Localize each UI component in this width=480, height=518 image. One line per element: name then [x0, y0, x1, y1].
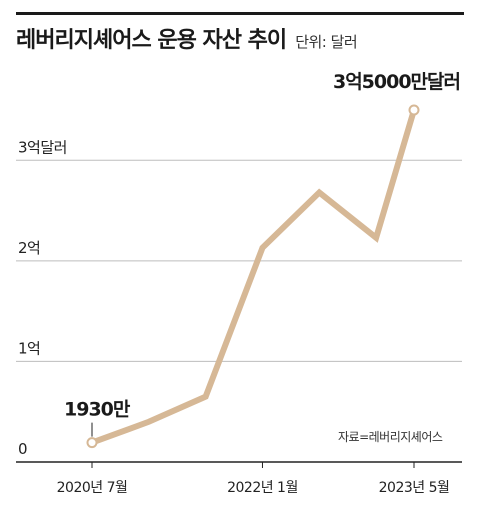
y-tick-label: 1억: [18, 339, 40, 357]
title-rule: [16, 12, 464, 15]
x-tick-label: 2023년 5월: [379, 480, 450, 496]
annotation-label: 1930만: [64, 399, 131, 421]
series-line: [90, 109, 417, 446]
y-tick-label: 2억: [18, 239, 40, 257]
unit-label: 단위: 달러: [295, 33, 358, 51]
y-tick-label: 0: [18, 440, 27, 458]
x-tick-label: 2020년 7월: [57, 480, 128, 496]
x-tick-label: 2022년 1월: [227, 480, 298, 496]
y-tick-label: 3억달러: [18, 138, 67, 156]
source-note: 자료=레버리지셰어스: [338, 430, 443, 444]
annotation-label: 3억5000만달러: [333, 71, 460, 93]
chart-header: 레버리지셰어스 운용 자산 추이 단위: 달러: [16, 22, 358, 54]
chart-title: 레버리지셰어스 운용 자산 추이: [16, 28, 287, 53]
annotation-marker: [408, 104, 420, 116]
annotation-marker: [86, 437, 98, 449]
